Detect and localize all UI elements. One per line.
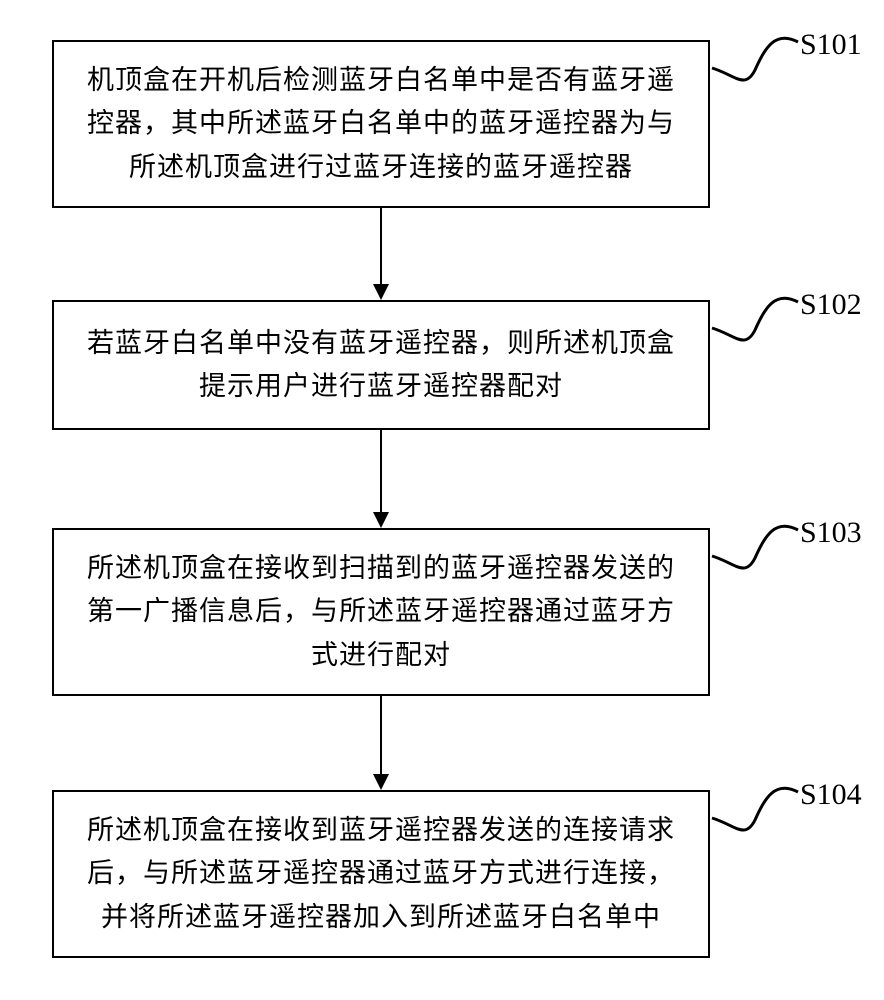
step-label-s101: S101 — [800, 28, 862, 62]
flowchart-container: 机顶盒在开机后检测蓝牙白名单中是否有蓝牙遥控器，其中所述蓝牙白名单中的蓝牙遥控器… — [0, 0, 884, 1000]
step-box-s104: 所述机顶盒在接收到蓝牙遥控器发送的连接请求后，与所述蓝牙遥控器通过蓝牙方式进行连… — [52, 790, 710, 958]
step-label-s104: S104 — [800, 778, 862, 812]
step-label-s103: S103 — [800, 516, 862, 550]
step-text-s101: 机顶盒在开机后检测蓝牙白名单中是否有蓝牙遥控器，其中所述蓝牙白名单中的蓝牙遥控器… — [78, 59, 684, 189]
step-text-s103: 所述机顶盒在接收到扫描到的蓝牙遥控器发送的第一广播信息后，与所述蓝牙遥控器通过蓝… — [78, 547, 684, 677]
step-text-s102: 若蓝牙白名单中没有蓝牙遥控器，则所述机顶盒提示用户进行蓝牙遥控器配对 — [78, 322, 684, 408]
step-box-s102: 若蓝牙白名单中没有蓝牙遥控器，则所述机顶盒提示用户进行蓝牙遥控器配对 — [52, 300, 710, 430]
step-box-s103: 所述机顶盒在接收到扫描到的蓝牙遥控器发送的第一广播信息后，与所述蓝牙遥控器通过蓝… — [52, 528, 710, 696]
step-text-s104: 所述机顶盒在接收到蓝牙遥控器发送的连接请求后，与所述蓝牙遥控器通过蓝牙方式进行连… — [78, 809, 684, 939]
step-box-s101: 机顶盒在开机后检测蓝牙白名单中是否有蓝牙遥控器，其中所述蓝牙白名单中的蓝牙遥控器… — [52, 40, 710, 208]
step-label-s102: S102 — [800, 288, 862, 322]
